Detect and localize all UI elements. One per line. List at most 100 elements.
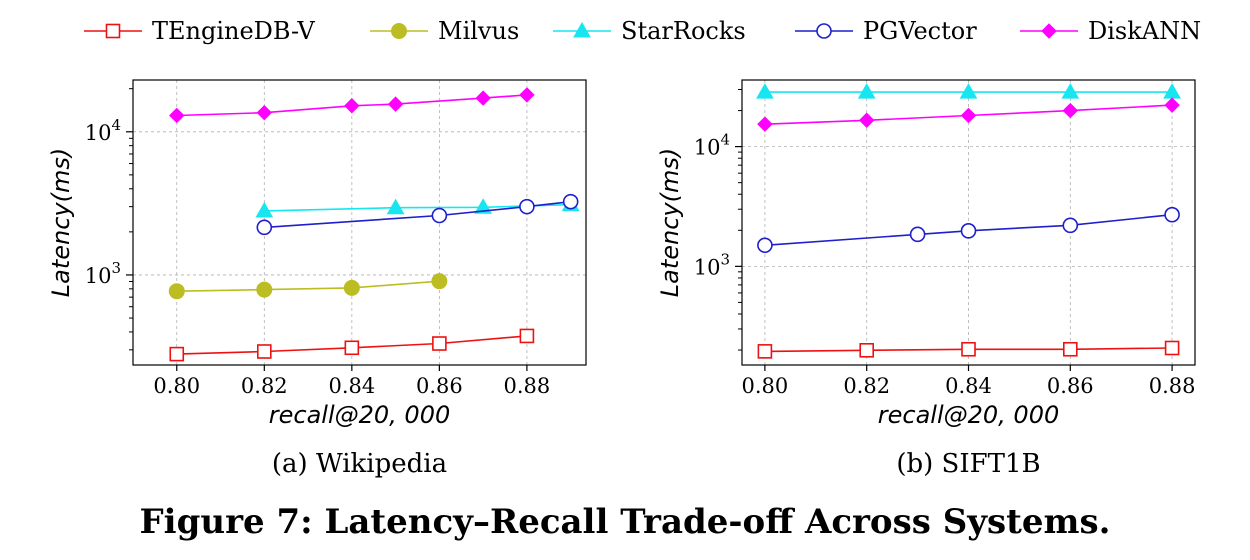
data-point-diskann [344, 98, 360, 114]
data-point-diskann [387, 96, 404, 112]
data-point-pgvector [519, 198, 535, 215]
data-point-tenginedb-v [1062, 341, 1078, 357]
legend-item-pgvector: PGVector [795, 17, 977, 45]
data-point-tenginedb-v [1164, 340, 1180, 356]
x-tick-label: 0.80 [742, 374, 789, 398]
legend-label: PGVector [863, 17, 977, 45]
legend-marker-diskann [1041, 23, 1057, 39]
y-axis-label: Latency(ms) [47, 148, 75, 297]
data-point-diskann [1062, 102, 1079, 119]
series-line-diskann [176, 94, 527, 117]
legend-label: TEngineDB-V [152, 17, 315, 45]
legend: TEngineDB-V Milvus StarRocks PGVector DiskAN… [84, 17, 1201, 45]
y-axis-label: Latency(ms) [656, 148, 684, 297]
data-point-starrocks [386, 198, 405, 215]
data-point-pgvector [256, 219, 273, 236]
data-point-starrocks [959, 83, 978, 99]
data-point-tenginedb-v [432, 336, 447, 351]
y-tick-label: 104 [85, 116, 121, 145]
x-tick-label: 0.84 [945, 374, 992, 398]
legend-marker-starrocks [573, 21, 591, 38]
legend-label: DiskANN [1088, 17, 1201, 45]
y-minor-ticks [129, 88, 133, 351]
data-point-milvus [168, 283, 185, 300]
data-point-pgvector [757, 237, 773, 254]
data-point-starrocks [857, 83, 876, 99]
data-point-starrocks [1163, 83, 1181, 99]
y-tick-base: 10 [694, 136, 721, 160]
data-point-milvus [256, 281, 273, 298]
y-tick-exponent: 3 [111, 259, 121, 277]
data-point-starrocks [756, 83, 774, 99]
data-point-pgvector [960, 223, 977, 239]
legend-item-diskann: DiskANN [1020, 17, 1201, 45]
legend-item-starrocks: StarRocks [553, 17, 746, 45]
y-tick-label: 103 [694, 250, 730, 279]
data-point-starrocks [1061, 83, 1080, 99]
y-tick-exponent: 3 [720, 250, 730, 268]
legend-item-milvus: Milvus [370, 17, 519, 45]
series-diskann [757, 97, 1180, 132]
data-point-starrocks [255, 201, 274, 218]
series-pgvector [757, 206, 1180, 254]
data-point-diskann [169, 107, 185, 124]
data-point-tenginedb-v [519, 328, 535, 344]
data-point-tenginedb-v [344, 340, 360, 356]
x-tick-label: 0.86 [1047, 374, 1094, 398]
data-point-tenginedb-v [961, 341, 976, 357]
legend-marker-milvus [391, 23, 407, 39]
x-tick-label: 0.82 [843, 374, 890, 398]
legend-item-tenginedb-v: TEngineDB-V [84, 17, 315, 45]
y-tick-base: 10 [694, 255, 721, 279]
data-point-diskann [960, 107, 977, 124]
data-point-pgvector [431, 207, 448, 224]
series-milvus [168, 273, 448, 300]
subcaption: (a) Wikipedia [272, 449, 447, 479]
series-line-pgvector [264, 200, 571, 229]
x-axis-label: recall@20, 000 [878, 401, 1059, 429]
series-diskann [169, 87, 535, 124]
legend-marker-pgvector [816, 23, 832, 39]
data-point-starrocks [474, 198, 493, 214]
figure-caption: Figure 7: Latency–Recall Trade-off Acros… [140, 502, 1111, 542]
x-tick-label: 0.82 [241, 374, 288, 398]
data-point-milvus [343, 279, 360, 296]
plot-frame [132, 79, 587, 366]
y-tick-label: 103 [85, 259, 121, 288]
data-point-tenginedb-v [859, 343, 875, 358]
data-point-tenginedb-v [257, 344, 272, 359]
data-point-pgvector [909, 226, 926, 243]
legend-marker-tenginedb-v [105, 23, 121, 39]
series-tenginedb-v [169, 328, 535, 362]
data-point-diskann [519, 87, 535, 103]
y-tick-label: 104 [694, 131, 730, 160]
legend-label: Milvus [438, 17, 519, 45]
data-point-tenginedb-v [169, 346, 185, 362]
data-point-pgvector [1062, 217, 1079, 234]
data-point-diskann [475, 90, 491, 106]
series-starrocks [756, 83, 1181, 99]
x-tick-label: 0.86 [416, 374, 463, 398]
grid [133, 80, 586, 365]
x-axis-label: recall@20, 000 [269, 401, 450, 429]
data-point-pgvector [562, 193, 579, 210]
y-tick-exponent: 4 [111, 116, 121, 134]
legend-label: StarRocks [621, 17, 746, 45]
data-point-diskann [757, 116, 773, 132]
series-line-milvus [176, 280, 440, 292]
data-point-tenginedb-v [757, 344, 773, 359]
data-point-diskann [858, 112, 875, 128]
data-point-diskann [1164, 97, 1180, 113]
data-point-pgvector [1164, 206, 1180, 223]
data-point-diskann [256, 104, 273, 121]
x-tick-label: 0.80 [153, 374, 200, 398]
y-tick-base: 10 [85, 121, 112, 145]
x-tick-label: 0.88 [504, 374, 551, 398]
y-tick-exponent: 4 [720, 131, 730, 149]
x-tick-label: 0.88 [1149, 374, 1196, 398]
subcaption: (b) SIFT1B [896, 449, 1040, 479]
x-tick-label: 0.84 [328, 374, 375, 398]
